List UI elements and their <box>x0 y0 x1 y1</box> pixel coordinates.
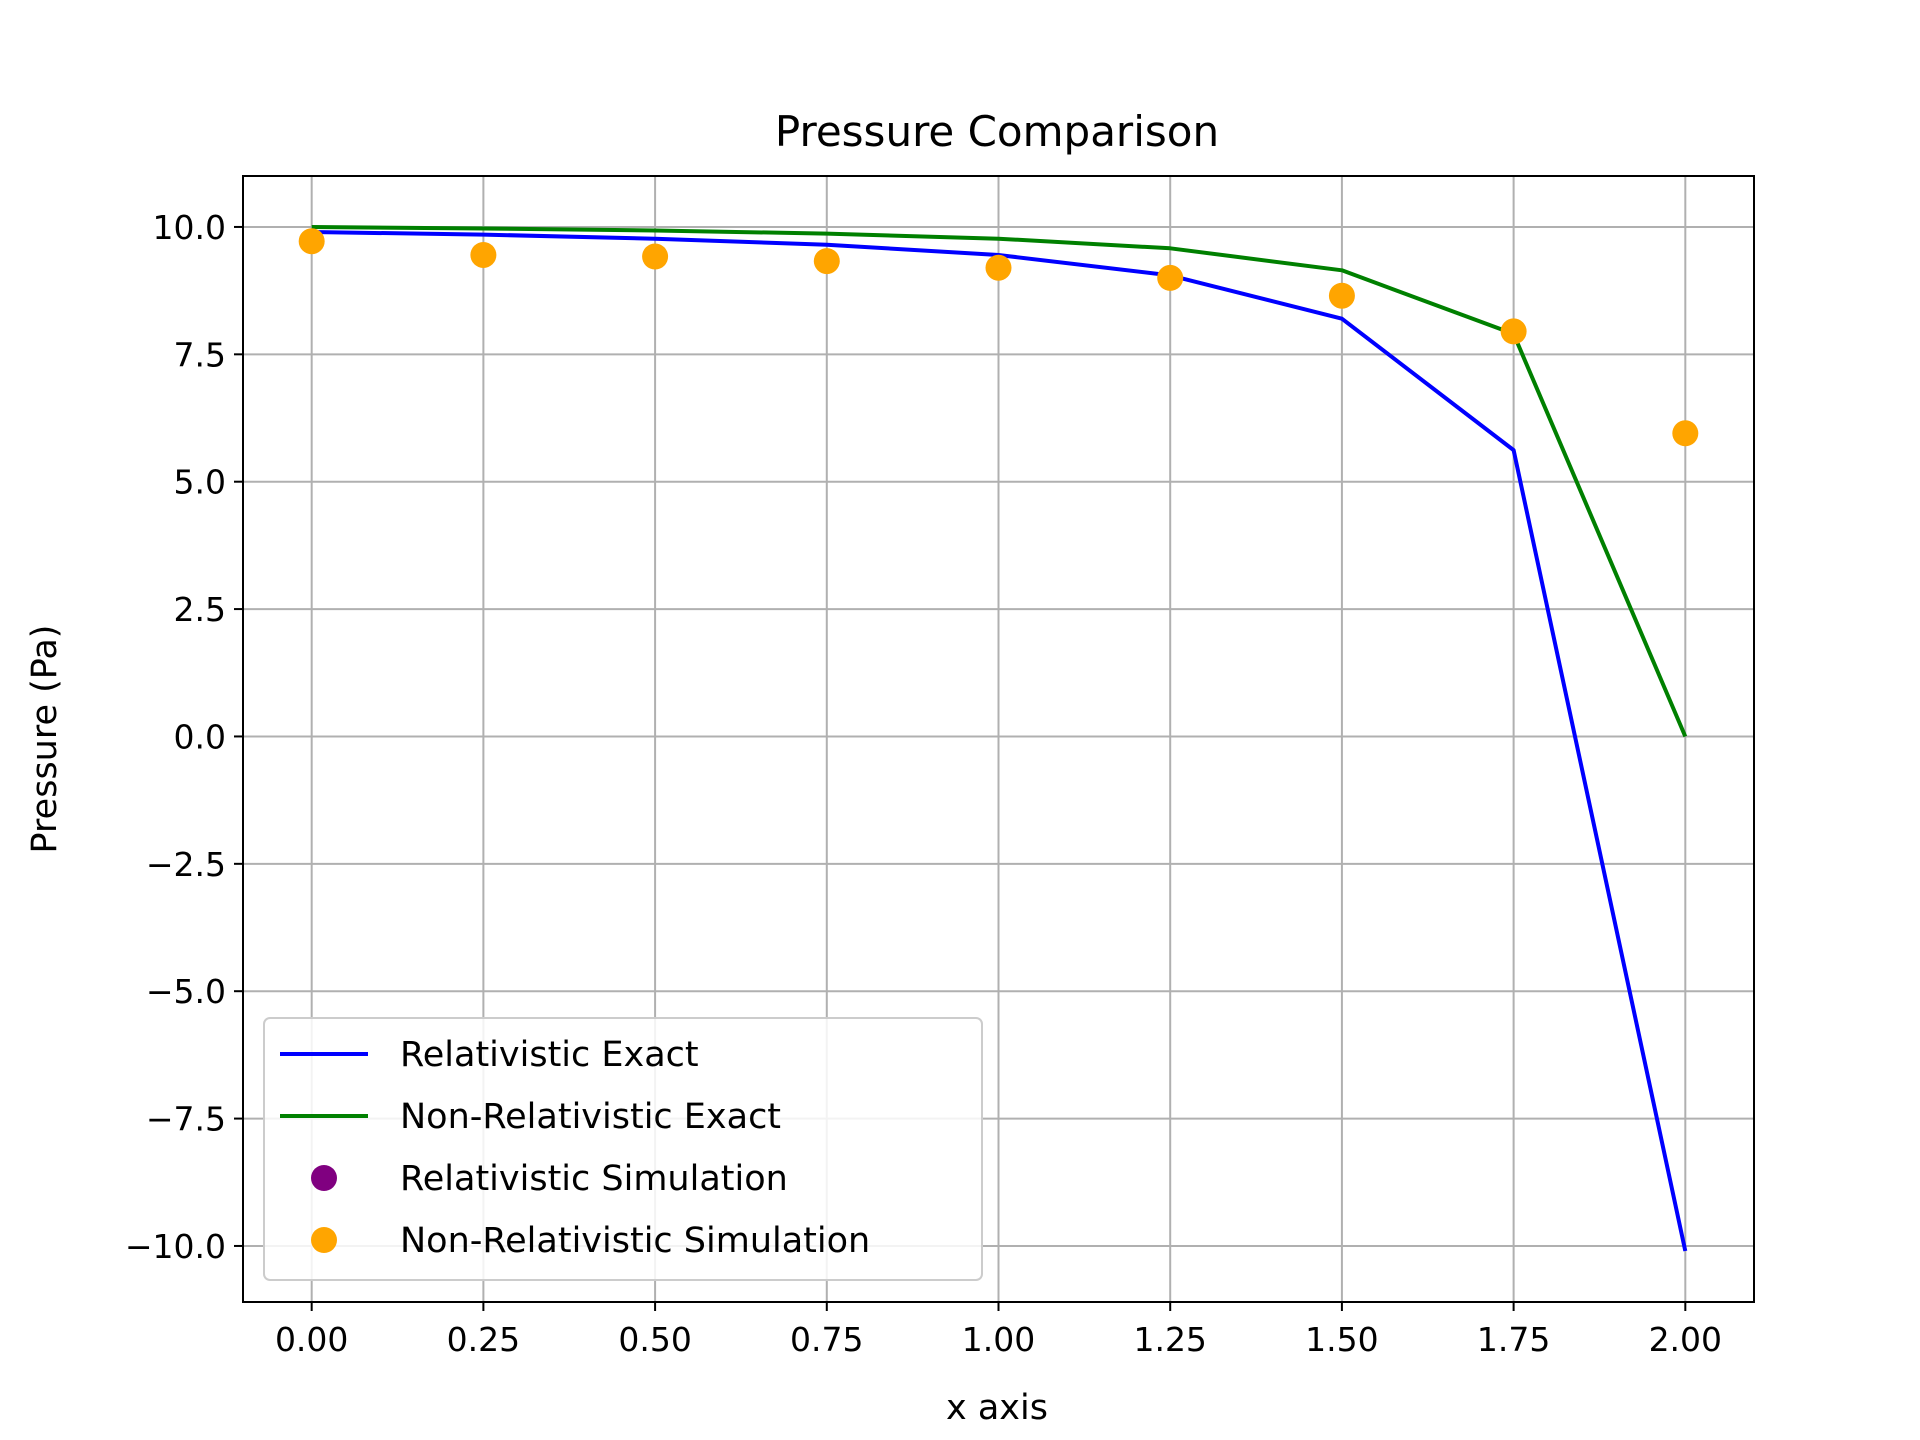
y-tick-label: 5.0 <box>174 463 226 502</box>
legend-label: Non-Relativistic Simulation <box>400 1221 870 1261</box>
x-tick-label: 0.25 <box>447 1320 520 1359</box>
x-tick-label: 2.00 <box>1649 1320 1722 1359</box>
legend-label: Non-Relativistic Exact <box>400 1097 781 1137</box>
y-axis-label: Pressure (Pa) <box>25 625 65 854</box>
x-tick-label: 0.75 <box>790 1320 863 1359</box>
x-tick-label: 1.25 <box>1133 1320 1206 1359</box>
y-tick-label: 0.0 <box>174 717 226 756</box>
data-point-non-relativistic-simulation <box>985 254 1012 281</box>
gridlines <box>243 176 1754 1302</box>
data-point-non-relativistic-simulation <box>470 241 497 268</box>
chart-title: Pressure Comparison <box>775 107 1219 156</box>
y-tick-label: −5.0 <box>146 972 226 1011</box>
y-axis: 10.0 7.5 5.0 2.5 0.0 −2.5 −5.0 −7.5 −10.0 <box>125 208 243 1266</box>
x-tick-label: 0.00 <box>275 1320 348 1359</box>
y-tick-label: −7.5 <box>146 1100 226 1139</box>
y-tick-label: 7.5 <box>174 335 226 374</box>
x-tick-label: 1.00 <box>962 1320 1035 1359</box>
y-tick-label: −10.0 <box>125 1227 226 1266</box>
data-point-non-relativistic-simulation <box>1500 318 1527 345</box>
legend-label: Relativistic Exact <box>400 1035 699 1075</box>
y-tick-label: 2.5 <box>174 590 226 629</box>
series-line-non-relativistic-exact <box>311 225 1688 738</box>
data-point-non-relativistic-simulation <box>298 228 325 255</box>
data-point-non-relativistic-simulation <box>813 248 840 275</box>
x-axis-label: x axis <box>946 1388 1048 1428</box>
data-point-non-relativistic-simulation <box>642 243 669 270</box>
y-tick-label: 10.0 <box>153 208 226 247</box>
x-tick-label: 0.50 <box>618 1320 691 1359</box>
y-tick-label: −2.5 <box>146 845 226 884</box>
x-axis: 0.00 0.25 0.50 0.75 1.00 1.25 1.50 1.75 2.00 <box>275 1302 1722 1359</box>
x-tick-label: 1.50 <box>1305 1320 1378 1359</box>
data-point-non-relativistic-simulation <box>1672 420 1699 447</box>
legend: Relativistic Exact Non-Relativistic Exact… <box>263 1017 983 1281</box>
x-tick-label: 1.75 <box>1477 1320 1550 1359</box>
legend-label: Relativistic Simulation <box>400 1159 788 1199</box>
data-point-non-relativistic-simulation <box>1328 282 1355 309</box>
legend-marker-swatch <box>311 1227 337 1253</box>
data-point-non-relativistic-simulation <box>1157 264 1184 291</box>
series-layer <box>298 225 1699 1252</box>
legend-box <box>263 1017 983 1281</box>
legend-marker-swatch <box>311 1165 337 1191</box>
